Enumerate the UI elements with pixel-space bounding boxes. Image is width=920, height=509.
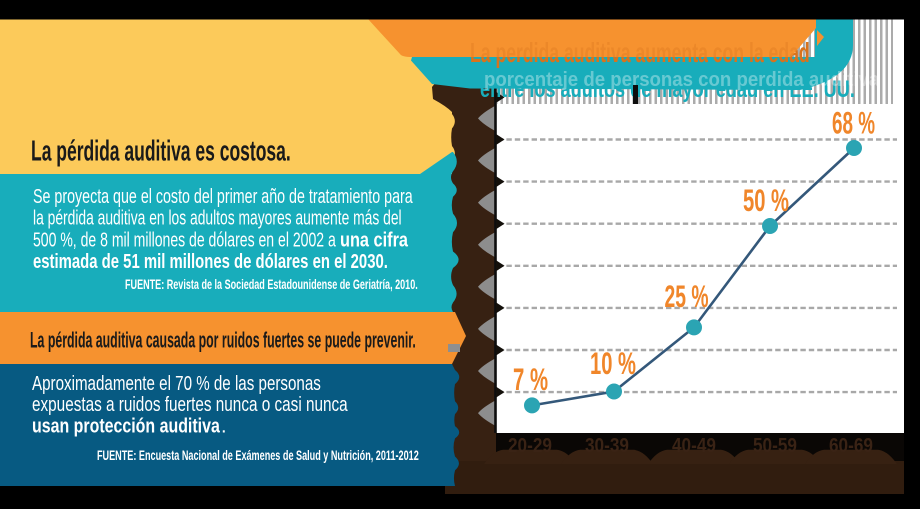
svg-text:50-59: 50-59 — [753, 434, 797, 457]
svg-text:FUENTE: Revista de la Sociedad: FUENTE: Revista de la Sociedad Estadouni… — [125, 277, 418, 292]
svg-text:10 %: 10 % — [590, 345, 636, 381]
svg-text:68 %: 68 % — [832, 104, 875, 140]
svg-text:porcentaje de personas con per: porcentaje de personas con perdida audit… — [484, 69, 879, 91]
svg-text:Aproximadamente el 70 % de las: Aproximadamente el 70 % de las personas — [32, 372, 321, 395]
svg-text:una cifra: una cifra — [340, 228, 409, 251]
svg-text:60-69: 60-69 — [829, 434, 873, 457]
svg-text:.: . — [221, 416, 227, 438]
svg-text:usan protección auditiva: usan protección auditiva — [32, 415, 221, 437]
svg-text:estimada de 51 mil millones de: estimada de 51 mil millones de dólares e… — [33, 250, 388, 273]
svg-text:La perdida auditiva aumenta co: La perdida auditiva aumenta con la edad — [470, 37, 810, 68]
svg-text:500 %, de 8 mil millones de dó: 500 %, de 8 mil millones de dólares en e… — [33, 228, 336, 251]
svg-text:20-29: 20-29 — [508, 434, 552, 457]
svg-text:40-49: 40-49 — [672, 434, 716, 457]
svg-text:7 %: 7 % — [513, 361, 548, 397]
svg-text:FUENTE: Encuesta Nacional de E: FUENTE: Encuesta Nacional de Exámenes de… — [97, 447, 419, 464]
svg-text:25 %: 25 % — [665, 278, 709, 314]
svg-text:La pérdida auditiva es costosa: La pérdida auditiva es costosa. — [31, 135, 291, 168]
svg-text:50 %: 50 % — [743, 182, 789, 218]
svg-text:La pérdida auditiva causada po: La pérdida auditiva causada por ruidos f… — [30, 328, 416, 353]
svg-text:la pérdida auditiva en los adu: la pérdida auditiva en los adultos mayor… — [33, 206, 402, 229]
svg-text:30-39: 30-39 — [585, 434, 629, 457]
svg-text:Se proyecta que el costo del p: Se proyecta que el costo del primer año … — [33, 185, 413, 208]
svg-text:expuestas a ruidos fuertes nun: expuestas a ruidos fuertes nunca o casi … — [32, 393, 348, 415]
